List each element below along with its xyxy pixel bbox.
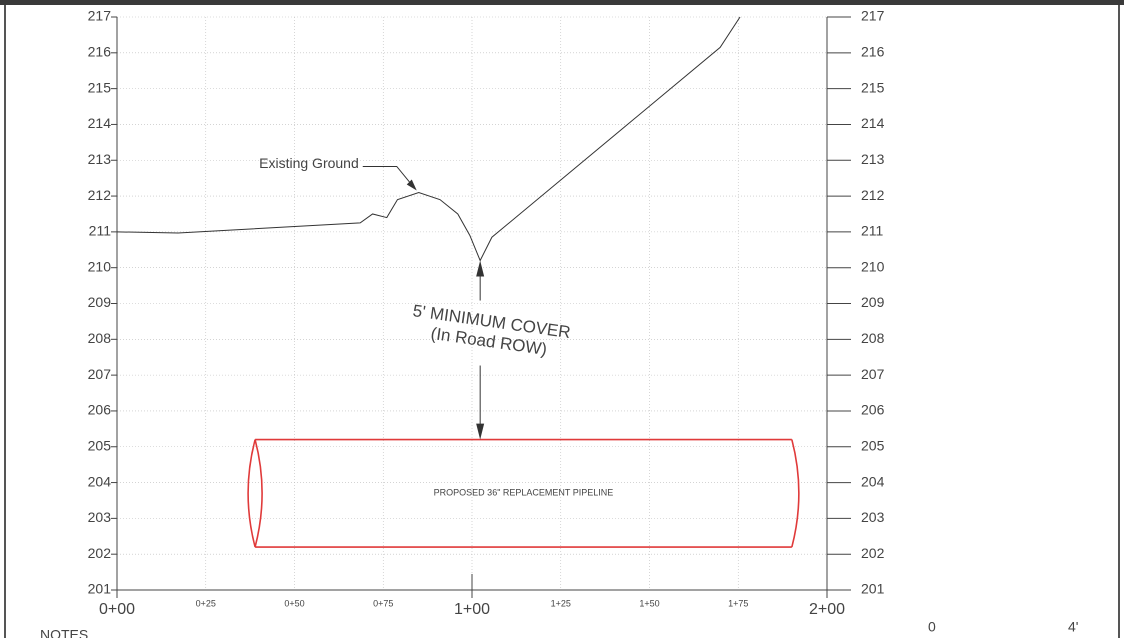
y2-tick-label: 217	[861, 8, 885, 24]
x-tick-label: 1+75	[728, 598, 748, 608]
pipeline	[247, 438, 800, 548]
x-tick-label: 0+00	[99, 601, 135, 618]
x-tick-label: 0+50	[284, 598, 304, 608]
y-tick-label: 215	[88, 79, 112, 95]
x-tick-label: 0+75	[373, 598, 393, 608]
y2-tick-label: 202	[861, 545, 885, 561]
y-tick-label: 216	[88, 44, 112, 60]
y-tick-label: 214	[88, 115, 112, 131]
y-tick-label: 211	[89, 223, 112, 239]
y2-tick-label: 210	[861, 258, 885, 274]
y-tick-label: 209	[88, 294, 112, 310]
scale-label: 0	[928, 619, 936, 635]
notes-label: NOTES	[40, 627, 88, 638]
y2-tick-label: 215	[861, 79, 885, 95]
y2-tick-label: 206	[861, 402, 885, 418]
x-tick-label: 0+25	[196, 598, 216, 608]
y2-tick-label: 203	[861, 509, 885, 525]
y2-tick-label: 212	[861, 187, 885, 203]
y2-tick-label: 216	[861, 44, 885, 60]
y-tick-label: 201	[88, 581, 112, 597]
y2-tick-label: 213	[861, 151, 885, 167]
x-tick-label: 2+00	[809, 601, 845, 618]
y-tick-label: 204	[88, 473, 112, 489]
y-tick-label: 207	[88, 366, 112, 382]
pipeline-label: PROPOSED 36" REPLACEMENT PIPELINE	[434, 488, 614, 498]
arrow-head	[476, 260, 485, 277]
y-tick-label: 210	[88, 258, 112, 274]
y2-tick-label: 209	[861, 294, 885, 310]
top-border	[0, 0, 1124, 5]
y-tick-label: 208	[88, 330, 112, 346]
y2-tick-label: 208	[861, 330, 885, 346]
x-tick-label: 1+50	[639, 598, 659, 608]
y-tick-label: 205	[88, 437, 112, 453]
y-tick-label: 217	[88, 8, 112, 24]
y-tick-label: 212	[88, 187, 112, 203]
leader	[362, 165, 416, 189]
y-tick-label: 213	[88, 151, 112, 167]
y-tick-label: 206	[88, 402, 112, 418]
arrow-head	[476, 423, 485, 440]
y2-tick-label: 207	[861, 366, 885, 382]
ground-line	[116, 16, 741, 262]
scale-label: 4'	[1068, 619, 1078, 635]
y2-tick-label: 205	[861, 437, 885, 453]
grid	[111, 16, 851, 598]
leader-arrow	[406, 179, 417, 191]
series-label: Existing Ground	[259, 155, 359, 171]
y2-tick-label: 201	[861, 581, 885, 597]
y-tick-label: 203	[88, 509, 112, 525]
x-tick-label: 1+25	[551, 598, 571, 608]
y-tick-label: 202	[88, 545, 112, 561]
x-tick-label: 1+00	[454, 601, 490, 618]
marks: PROPOSED 36" REPLACEMENT PIPELINE Existin…	[116, 16, 800, 548]
y2-tick-label: 204	[861, 473, 885, 489]
y2-tick-label: 211	[861, 223, 884, 239]
y2-tick-label: 214	[861, 115, 885, 131]
